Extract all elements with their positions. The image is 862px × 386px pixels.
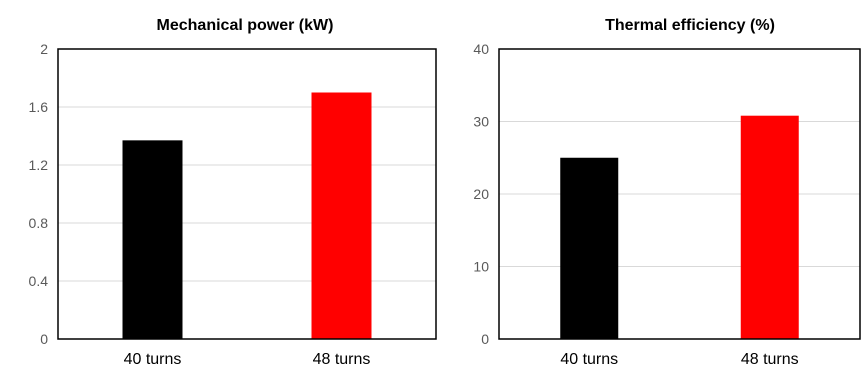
x-category-label: 40 turns xyxy=(560,351,618,368)
plot-frame xyxy=(498,48,861,340)
chart-mechanical-power-svg: Mechanical power (kW) 0 0.4 0.8 1.2 1.6 2 40 t… xyxy=(29,17,437,368)
chart-title: Thermal efficiency (%) xyxy=(605,17,775,34)
bar xyxy=(311,92,372,339)
y-tick-label: 1.2 xyxy=(29,157,49,173)
bar xyxy=(740,115,799,339)
y-tick-label: 0.8 xyxy=(29,215,49,231)
x-category-label: 48 turns xyxy=(741,351,799,368)
y-tick-label: 10 xyxy=(473,259,489,275)
x-category-label: 48 turns xyxy=(313,351,371,368)
bar xyxy=(560,157,619,339)
y-tick-label: 1.6 xyxy=(29,99,49,115)
y-tick-label: 0 xyxy=(481,331,489,347)
x-category-label: 40 turns xyxy=(124,351,182,368)
chart-thermal-efficiency-svg: Thermal efficiency (%) 0 10 20 30 40 40 turns… xyxy=(473,17,861,368)
bar xyxy=(122,140,183,339)
chart-mechanical-power: Mechanical power (kW) 0 0.4 0.8 1.2 1.6 2 40 t… xyxy=(29,17,437,368)
y-tick-label: 0 xyxy=(40,331,48,347)
chart-title: Mechanical power (kW) xyxy=(157,17,334,34)
y-tick-label: 0.4 xyxy=(29,273,49,289)
y-tick-label: 20 xyxy=(473,186,489,202)
y-tick-label: 30 xyxy=(473,114,489,130)
y-tick-label: 2 xyxy=(40,41,48,57)
plot-frame xyxy=(57,48,437,340)
y-tick-label: 40 xyxy=(473,41,489,57)
chart-thermal-efficiency: Thermal efficiency (%) 0 10 20 30 40 40 turns… xyxy=(440,0,862,381)
